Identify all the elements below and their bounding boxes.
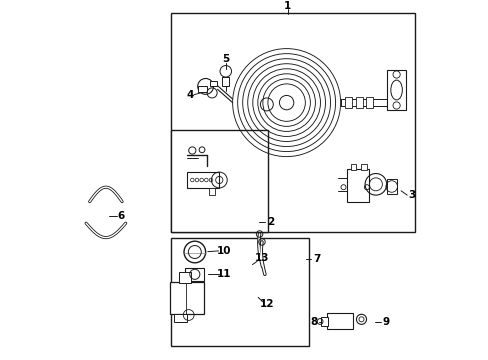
Text: 8: 8 [310,317,317,327]
Bar [170,13,415,232]
Text: 4: 4 [186,90,193,100]
Bar [210,81,216,86]
Bar [355,97,363,108]
Bar [198,86,206,92]
Text: 3: 3 [407,190,415,200]
Bar [345,97,352,108]
Bar [321,317,328,326]
Text: 5: 5 [222,54,229,64]
Bar [386,70,406,110]
Text: 9: 9 [381,317,388,327]
Bar [386,179,396,194]
Bar [174,314,187,322]
Bar [326,313,352,329]
Bar [208,188,215,195]
Bar [346,169,368,202]
Bar [170,238,309,346]
Bar [222,77,229,86]
Text: 7: 7 [312,254,320,264]
Text: 12: 12 [260,299,274,309]
Bar [185,268,204,281]
Bar [366,97,373,108]
Bar [186,172,219,188]
Bar [169,282,204,314]
Bar [351,164,356,170]
Bar [179,272,190,283]
Text: 1: 1 [284,1,291,12]
Text: 11: 11 [217,269,231,279]
Text: 2: 2 [266,217,273,227]
Text: 10: 10 [217,246,231,256]
Bar [170,130,267,232]
Bar [361,164,366,170]
Text: 6: 6 [118,211,125,221]
Text: 13: 13 [254,253,268,264]
